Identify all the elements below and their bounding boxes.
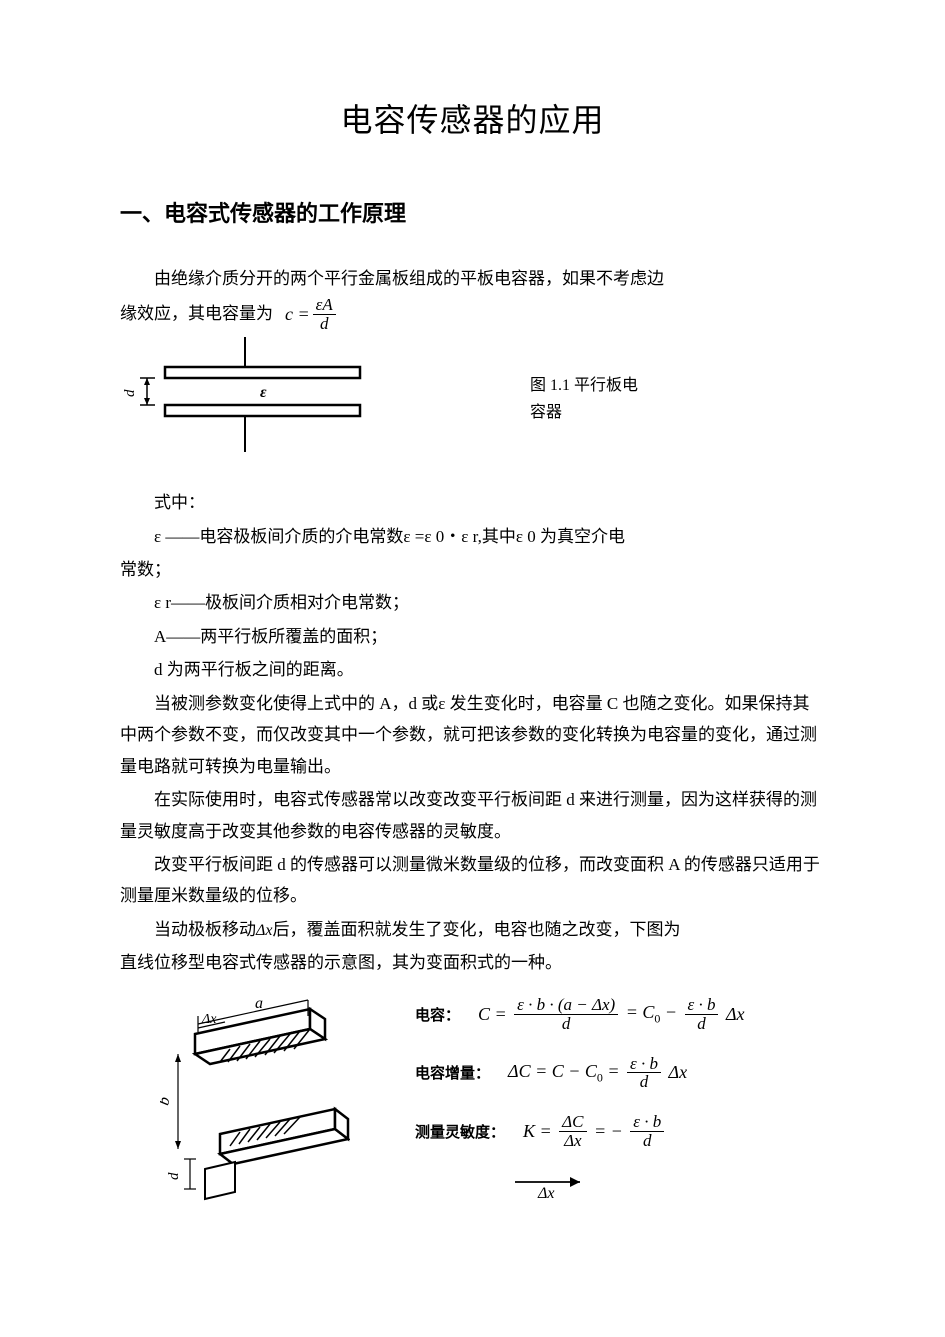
figure-2-equations: 电容： C = ε · b · (a − Δx) d = C0 − ε · b …	[350, 994, 745, 1205]
capacitance-formula: c = εA d	[285, 296, 339, 333]
p-when4-wrap: 当动极板移动Δx后，覆盖面积就发生了变化，电容也随之改变，下图为	[120, 914, 825, 946]
intro-block: 由绝缘介质分开的两个平行金属板组成的平板电容器，如果不考虑边 缘效应，其电容量为…	[120, 263, 825, 333]
p-d: d 为两平行板之间的距离。	[120, 654, 825, 685]
fig2-label-b: b	[160, 1095, 174, 1106]
eq-body-K: K = ΔC Δx = − ε · b d	[523, 1113, 667, 1150]
p-shizhong: 式中：	[120, 487, 825, 518]
page: 电容传感器的应用 一、电容式传感器的工作原理 由绝缘介质分开的两个平行金属板组成…	[0, 0, 945, 1289]
formula-fraction: εA d	[313, 296, 336, 333]
p-when3: 改变平行板间距 d 的传感器可以测量微米数量级的位移，而改变面积 A 的传感器只…	[120, 849, 825, 912]
fig1-label-eps: ε	[260, 384, 267, 401]
delta-x-inline: Δx	[256, 922, 273, 939]
section-heading: 一、电容式传感器的工作原理	[120, 196, 825, 228]
intro-line-2-row: 缘效应，其电容量为 c = εA d	[120, 296, 825, 333]
parallel-plate-svg: d ε	[120, 337, 370, 457]
eq-body-C: C = ε · b · (a − Δx) d = C0 − ε · b d Δx	[478, 996, 745, 1033]
formula-num: εA	[313, 296, 336, 315]
oblique-plate-svg: a Δx b d	[160, 994, 350, 1224]
fig1-caption-l1: 图 1.1 平行板电	[530, 372, 638, 399]
figure-2-row: a Δx b d 电容：	[120, 994, 825, 1229]
intro-line-2: 缘效应，其电容量为	[120, 298, 273, 329]
eq-sensitivity: 测量灵敏度： K = ΔC Δx = − ε · b d	[415, 1113, 745, 1150]
formula-den: d	[317, 315, 332, 333]
eq-label-dC: 电容增量：	[415, 1062, 490, 1083]
p-when2: 在实际使用时，电容式传感器常以改变改变平行板间距 d 来进行测量，因为这样获得的…	[120, 784, 825, 847]
fig2-label-d: d	[166, 1172, 182, 1180]
figure-1-caption: 图 1.1 平行板电 容器	[530, 337, 638, 426]
p-when4c: 直线位移型电容式传感器的示意图，其为变面积式的一种。	[120, 947, 825, 978]
arrow-label: Δx	[537, 1185, 555, 1200]
figure-1-diagram: d ε	[120, 337, 370, 462]
p-eps-cont: 常数；	[120, 554, 825, 585]
fig2-label-a: a	[255, 995, 263, 1012]
p-when4a: 当动极板移动	[154, 920, 256, 939]
p-epsr: ε r——极板间介质相对介电常数；	[120, 587, 825, 618]
p-when1: 当被测参数变化使得上式中的 A，d 或ε 发生变化时，电容量 C 也随之变化。如…	[120, 688, 825, 782]
p-A: A——两平行板所覆盖的面积；	[120, 621, 825, 652]
eq-label-K: 测量灵敏度：	[415, 1121, 505, 1142]
formula-lhs: c =	[285, 304, 310, 325]
eq-capacitance: 电容： C = ε · b · (a − Δx) d = C0 − ε · b …	[415, 996, 745, 1033]
intro-line-1: 由绝缘介质分开的两个平行金属板组成的平板电容器，如果不考虑边	[120, 263, 825, 294]
eq-body-dC: ΔC = C − C0 = ε · b d Δx	[508, 1055, 687, 1092]
eq-label-C: 电容：	[415, 1004, 460, 1025]
p-eps: ε ——电容极板间介质的介电常数ε =ε 0・ε r,其中ε 0 为真空介电	[120, 521, 825, 552]
figure-2-diagram: a Δx b d	[120, 994, 350, 1229]
delta-x-arrow: Δx	[510, 1172, 745, 1205]
fig1-caption-l2: 容器	[530, 399, 638, 426]
page-title: 电容传感器的应用	[120, 95, 825, 141]
p-when4b: 后，覆盖面积就发生了变化，电容也随之改变，下图为	[273, 920, 681, 939]
eq-delta-C: 电容增量： ΔC = C − C0 = ε · b d Δx	[415, 1055, 745, 1092]
fig2-label-dx: Δx	[201, 1012, 217, 1027]
figure-1-row: d ε 图 1.1 平行板电 容器	[120, 337, 825, 462]
fig1-label-d: d	[122, 389, 138, 397]
arrow-svg: Δx	[510, 1172, 600, 1200]
